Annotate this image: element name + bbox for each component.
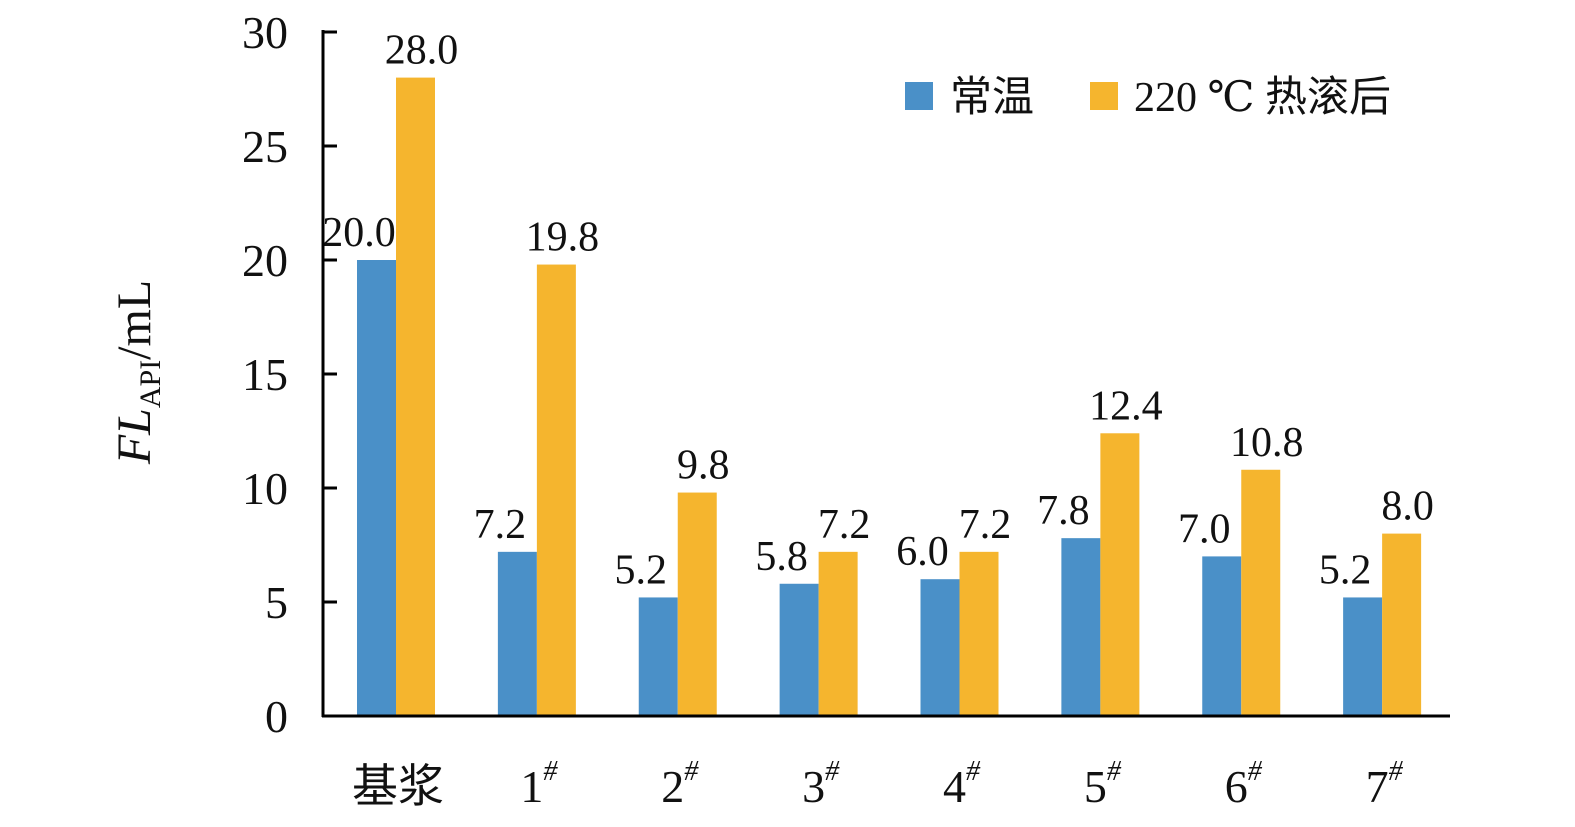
data-label-series-2-cat-1: 28.0 <box>385 28 459 74</box>
bar-series-2-cat-8 <box>1382 533 1422 716</box>
bar-series-2-cat-6 <box>1100 433 1140 716</box>
legend: 常温 220 ℃ 热滚后 <box>905 75 1391 121</box>
y-tick-label: 30 <box>242 7 288 58</box>
data-label-series-1-cat-1: 20.0 <box>322 210 396 256</box>
bar-series-2-cat-5 <box>959 551 999 716</box>
bar-series-2-cat-2 <box>536 264 576 716</box>
bar-series-2-cat-7 <box>1241 469 1281 716</box>
y-tick-label: 15 <box>242 349 288 400</box>
axes <box>321 30 1450 718</box>
y-axis-label: FLAPI/mL <box>108 280 167 465</box>
bar-series-2-cat-1 <box>396 77 435 717</box>
bars <box>357 77 1422 717</box>
bar-series-2-cat-4 <box>818 551 858 716</box>
bar-series-1-cat-5 <box>920 579 960 716</box>
bar-series-1-cat-1 <box>357 260 396 716</box>
bar-series-1-cat-8 <box>1343 597 1383 716</box>
data-label-series-1-cat-5: 6.0 <box>896 529 949 575</box>
data-label-series-1-cat-8: 5.2 <box>1319 547 1372 593</box>
y-tick-label: 20 <box>242 235 288 286</box>
bar-series-1-cat-4 <box>779 583 819 716</box>
data-label-series-1-cat-2: 7.2 <box>474 502 527 548</box>
legend-swatch-series-2 <box>1090 82 1118 110</box>
data-label-series-2-cat-8: 8.0 <box>1381 484 1434 530</box>
x-tick-label: 4# <box>943 756 981 812</box>
bar-series-1-cat-2 <box>497 551 537 716</box>
x-axis-labels: 基浆 1# 2# 3# 4# 5# 6# 7# <box>352 756 1404 812</box>
x-tick-label: 7# <box>1366 756 1404 812</box>
y-tick-label: 10 <box>242 463 288 514</box>
data-label-series-2-cat-5: 7.2 <box>959 502 1012 548</box>
data-label-series-2-cat-2: 19.8 <box>526 215 600 261</box>
legend-swatch-series-1 <box>905 82 933 110</box>
data-label-series-2-cat-3: 9.8 <box>677 443 730 489</box>
bar-series-1-cat-7 <box>1202 556 1242 716</box>
x-tick-label: 2# <box>661 756 699 812</box>
x-tick-label: 1# <box>520 756 558 812</box>
y-tick-label: 5 <box>265 577 288 628</box>
x-tick-label: 基浆 <box>352 761 444 812</box>
data-label-series-2-cat-6: 12.4 <box>1089 383 1163 429</box>
bar-series-1-cat-3 <box>638 597 678 716</box>
x-tick-label: 5# <box>1084 756 1122 812</box>
legend-label-series-1: 常温 <box>950 75 1034 121</box>
bar-series-2-cat-3 <box>677 492 717 716</box>
bar-series-1-cat-6 <box>1061 538 1101 716</box>
y-axis-ticks: 0 5 10 15 20 25 30 <box>242 7 337 742</box>
data-label-series-1-cat-3: 5.2 <box>615 547 668 593</box>
data-labels: 20.028.07.219.85.29.85.87.26.07.2 7.812.4… <box>322 28 1434 594</box>
y-tick-label: 0 <box>265 691 288 742</box>
y-tick-label: 25 <box>242 121 288 172</box>
x-tick-label: 3# <box>802 756 840 812</box>
data-label-series-1-cat-7: 7.0 <box>1178 506 1231 552</box>
data-label-series-1-cat-6: 7.8 <box>1037 488 1090 534</box>
legend-label-series-2: 220 ℃ 热滚后 <box>1134 75 1391 121</box>
data-label-series-1-cat-4: 5.8 <box>755 534 808 580</box>
data-label-series-2-cat-7: 10.8 <box>1230 420 1304 466</box>
data-label-series-2-cat-4: 7.2 <box>818 502 871 548</box>
x-tick-label: 6# <box>1225 756 1263 812</box>
